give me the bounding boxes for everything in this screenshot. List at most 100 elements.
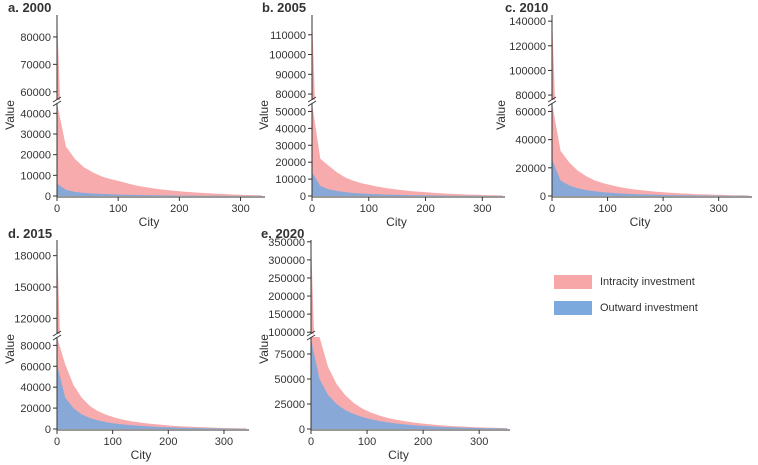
y-tick-label: 0: [300, 191, 306, 203]
y-tick-label: 60000: [20, 87, 51, 99]
area-intracity-upper: [57, 15, 61, 100]
y-tick-label: 0: [299, 424, 305, 436]
y-axis-label: Value: [494, 100, 508, 130]
area-outward-lower: [552, 159, 750, 196]
y-tick-label: 120000: [509, 41, 546, 53]
axis-break-mark: [306, 330, 316, 337]
y-tick-label: 120000: [14, 313, 51, 325]
y-tick-label: 150000: [14, 282, 51, 294]
legend-swatch-intracity: [554, 275, 592, 289]
y-tick-label: 100000: [268, 327, 305, 339]
y-tick-label: 110000: [270, 30, 306, 42]
x-tick-label: 0: [309, 203, 315, 215]
x-tick-label: 300: [473, 203, 491, 215]
x-tick-label: 200: [654, 203, 672, 215]
y-tick-label: 350000: [268, 237, 305, 249]
y-tick-label: 40000: [515, 135, 546, 147]
x-tick-label: 200: [414, 436, 432, 448]
x-tick-label: 300: [709, 203, 727, 215]
axis-break-mark: [547, 100, 557, 107]
chart-panel-2015: 120000 150000 180000 0 20000 40000 60000 80000 0…: [3, 226, 249, 462]
y-tick-label: 25000: [274, 399, 305, 411]
y-axis-label: Value: [257, 334, 271, 364]
panel-title: a. 2000: [8, 0, 51, 15]
area-intracity-upper: [311, 240, 314, 334]
y-tick-label: 100000: [269, 50, 306, 62]
area-intracity-lower: [57, 103, 262, 196]
panel-title: d. 2015: [8, 226, 52, 241]
y-tick-label: 100000: [509, 65, 546, 77]
y-axis-label: Value: [257, 100, 271, 130]
y-tick-label: 60000: [20, 361, 51, 373]
x-tick-label: 200: [170, 203, 188, 215]
y-tick-label: 150000: [268, 309, 305, 321]
x-tick-label: 100: [109, 203, 127, 215]
axis-break-mark: [52, 330, 62, 337]
x-tick-label: 200: [159, 436, 177, 448]
y-tick-label: 10000: [275, 174, 306, 186]
area-intracity-upper: [552, 15, 555, 100]
x-tick-label: 0: [549, 203, 555, 215]
area-intracity-upper: [312, 15, 315, 100]
axis-break-mark: [307, 96, 317, 103]
y-tick-label: 60000: [515, 106, 546, 118]
y-tick-label: 20000: [20, 403, 51, 415]
axis-break-mark: [52, 100, 62, 107]
area-outward-lower: [57, 364, 247, 429]
x-tick-label: 300: [215, 436, 233, 448]
x-tick-label: 0: [54, 436, 60, 448]
y-tick-label: 0: [540, 191, 546, 203]
y-tick-label: 10000: [20, 170, 51, 182]
y-tick-label: 50000: [274, 374, 305, 386]
x-tick-label: 100: [358, 436, 376, 448]
area-intracity-lower: [552, 103, 750, 196]
y-tick-label: 0: [45, 191, 51, 203]
y-tick-label: 40000: [275, 123, 306, 135]
x-tick-label: 100: [598, 203, 616, 215]
y-tick-label: 30000: [275, 140, 306, 152]
y-tick-label: 80000: [515, 90, 546, 102]
axis-break-mark: [52, 334, 62, 341]
x-tick-label: 300: [231, 203, 249, 215]
y-tick-label: 30000: [20, 129, 51, 141]
area-intracity-upper: [57, 240, 60, 334]
y-tick-label: 200000: [268, 291, 305, 303]
y-axis-label: Value: [3, 100, 17, 130]
x-axis-label: City: [388, 448, 409, 462]
x-tick-label: 100: [360, 203, 378, 215]
area-intracity-lower: [57, 337, 247, 429]
chart-panel-2020: 1000001500002000002500003000003500000250…: [257, 226, 510, 462]
legend-swatch-outward: [554, 301, 592, 315]
legend-item-intracity: Intracity investment: [554, 275, 744, 289]
y-tick-label: 140000: [509, 16, 546, 28]
y-tick-label: 250000: [268, 273, 305, 285]
legend-label-outward: Outward investment: [600, 302, 698, 314]
y-tick-label: 40000: [20, 108, 51, 120]
x-tick-label: 100: [103, 436, 121, 448]
x-axis-label: City: [386, 215, 407, 229]
y-tick-label: 300000: [268, 255, 305, 267]
area-intracity-lower: [312, 103, 503, 196]
y-axis-label: Value: [3, 334, 17, 364]
y-tick-label: 20000: [275, 157, 306, 169]
area-outward-lower: [312, 172, 503, 196]
axis-break-mark: [306, 334, 316, 341]
y-tick-label: 80000: [20, 32, 51, 44]
y-tick-label: 90000: [275, 69, 306, 81]
x-axis-label: City: [139, 215, 160, 229]
axis-break-mark: [52, 96, 62, 103]
y-tick-label: 80000: [20, 340, 51, 352]
x-axis-label: City: [630, 215, 651, 229]
y-tick-label: 70000: [20, 59, 51, 71]
panel-title: e. 2020: [261, 226, 304, 241]
chart-panel-2000: 60000 70000 80000 0 10000 20000 30000 40000 0 100…: [3, 0, 265, 229]
panel-title: c. 2010: [505, 0, 548, 15]
area-outward-lower: [311, 339, 508, 429]
x-tick-label: 200: [416, 203, 434, 215]
y-tick-label: 80000: [275, 89, 306, 101]
x-axis-label: City: [131, 448, 152, 462]
x-tick-label: 0: [308, 436, 314, 448]
x-tick-label: 0: [54, 203, 60, 215]
y-tick-label: 20000: [515, 163, 546, 175]
